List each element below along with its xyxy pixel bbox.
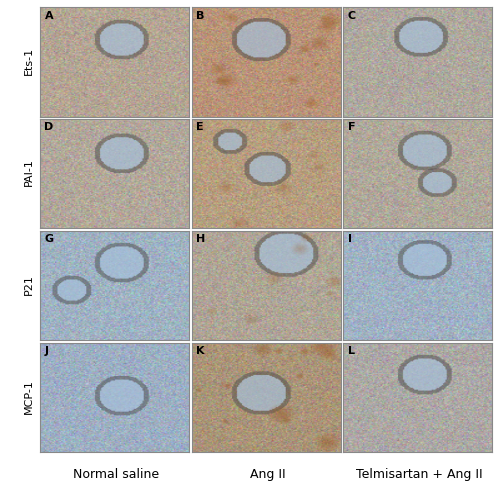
Text: B: B bbox=[196, 11, 204, 20]
Text: G: G bbox=[44, 234, 54, 244]
Text: K: K bbox=[196, 346, 204, 356]
Text: D: D bbox=[44, 122, 54, 132]
Text: H: H bbox=[196, 234, 205, 244]
Text: E: E bbox=[196, 122, 204, 132]
Text: Telmisartan + Ang II: Telmisartan + Ang II bbox=[356, 468, 482, 481]
Text: PAI-1: PAI-1 bbox=[24, 158, 34, 187]
Text: L: L bbox=[348, 346, 355, 356]
Text: J: J bbox=[44, 346, 48, 356]
Text: Ang II: Ang II bbox=[250, 468, 286, 481]
Text: A: A bbox=[44, 11, 53, 20]
Text: P21: P21 bbox=[24, 274, 34, 295]
Text: MCP-1: MCP-1 bbox=[24, 379, 34, 414]
Text: F: F bbox=[348, 122, 356, 132]
Text: C: C bbox=[348, 11, 356, 20]
Text: Ets-1: Ets-1 bbox=[24, 47, 34, 75]
Text: Normal saline: Normal saline bbox=[73, 468, 159, 481]
Text: I: I bbox=[348, 234, 352, 244]
